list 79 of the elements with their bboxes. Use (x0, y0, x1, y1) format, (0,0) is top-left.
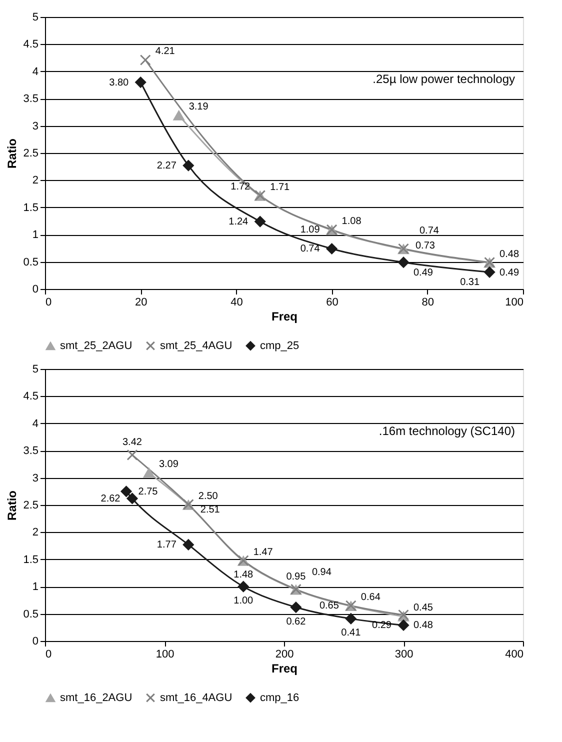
data-label: 1.48 (234, 569, 254, 580)
data-label: 1.09 (300, 224, 320, 236)
legend-label: cmp_25 (260, 340, 300, 352)
legend-label: smt_25_4AGU (160, 340, 232, 352)
y-tick-label: 3.5 (23, 93, 38, 106)
x-tick-label: 20 (134, 296, 148, 308)
y-tick-label: 0 (32, 284, 38, 296)
y-tick-label: 4 (32, 66, 38, 78)
data-label: 0.94 (312, 566, 332, 578)
legend-label: smt_16_2AGU (60, 692, 132, 704)
data-label: 3.80 (109, 77, 130, 88)
y-tick-label: 2.5 (23, 500, 38, 512)
y-tick-label: 0.5 (23, 256, 38, 268)
data-label: 1.00 (234, 596, 254, 607)
data-label: 1.77 (156, 540, 177, 551)
data-label: 0.48 (414, 620, 434, 631)
y-tick-label: 4.5 (23, 390, 38, 403)
y-tick-label: 3 (32, 120, 38, 132)
data-label: 2.75 (138, 486, 158, 498)
x-tick-label: 200 (275, 648, 294, 660)
y-tick-label: 1.5 (23, 202, 38, 214)
y-tick-label: 2 (32, 174, 38, 187)
y-axis-title: Ratio (5, 138, 20, 168)
legend-label: cmp_16 (260, 692, 300, 704)
y-tick-label: 1 (32, 581, 38, 594)
y-tick-label: 4 (32, 418, 38, 430)
annotation: .25µ low power technology (372, 72, 515, 86)
y-tick-label: 5 (32, 364, 38, 376)
x-tick-label: 300 (394, 648, 414, 660)
data-label: 0.74 (420, 226, 440, 237)
x-axis-title: Freq (271, 310, 298, 324)
annotation: .16m technology (SC140) (378, 424, 515, 438)
data-label: 0.74 (300, 244, 320, 255)
data-label: 0.29 (372, 620, 392, 632)
data-label: 2.27 (156, 160, 177, 172)
x-tick-label: 0 (46, 296, 52, 308)
y-tick-label: 1.5 (23, 554, 38, 566)
data-label: 2.62 (100, 493, 121, 504)
data-label: 4.21 (155, 46, 176, 57)
x-tick-label: 100 (505, 296, 524, 308)
y-tick-label: 4.5 (23, 38, 38, 51)
y-tick-label: 5 (32, 12, 38, 24)
data-label: 0.49 (500, 267, 520, 278)
y-tick-label: 2.5 (23, 148, 38, 160)
x-tick-label: 40 (230, 296, 243, 308)
x-tick-label: 60 (326, 296, 338, 308)
x-tick-label: 0 (46, 648, 52, 660)
y-tick-label: 0 (32, 636, 38, 648)
data-label: 0.48 (500, 248, 520, 260)
x-axis-title: Freq (271, 662, 298, 676)
data-label: 0.41 (341, 628, 362, 639)
data-label: 1.47 (253, 547, 274, 558)
y-tick-label: 2 (32, 526, 38, 539)
data-label: 3.42 (122, 436, 142, 448)
legend-label: smt_25_2AGU (60, 340, 132, 352)
y-tick-label: 0.5 (23, 608, 38, 620)
data-label: 1.72 (230, 181, 251, 192)
data-label: 0.49 (414, 267, 434, 278)
data-label: 0.95 (286, 571, 306, 582)
data-label: 3.09 (158, 458, 179, 470)
data-label: 1.24 (228, 216, 249, 228)
data-label: 0.45 (414, 602, 434, 614)
y-tick-label: 3.5 (23, 445, 38, 458)
data-label: 0.31 (460, 277, 480, 288)
data-label: 0.64 (360, 592, 381, 604)
data-label: 1.71 (270, 182, 290, 193)
data-label: 3.19 (188, 101, 209, 112)
data-label: 0.73 (416, 240, 436, 252)
x-tick-label: 400 (505, 648, 524, 660)
legend-label: smt_16_4AGU (160, 692, 232, 704)
data-label: 2.50 (198, 491, 218, 502)
y-tick-label: 3 (32, 472, 38, 484)
data-label: 1.08 (342, 216, 362, 228)
x-tick-label: 80 (422, 296, 434, 308)
x-tick-label: 100 (156, 648, 174, 660)
data-label: 0.65 (319, 600, 340, 612)
y-tick-label: 1 (32, 229, 38, 242)
data-label: 0.62 (286, 616, 306, 628)
y-axis-title: Ratio (5, 490, 20, 520)
